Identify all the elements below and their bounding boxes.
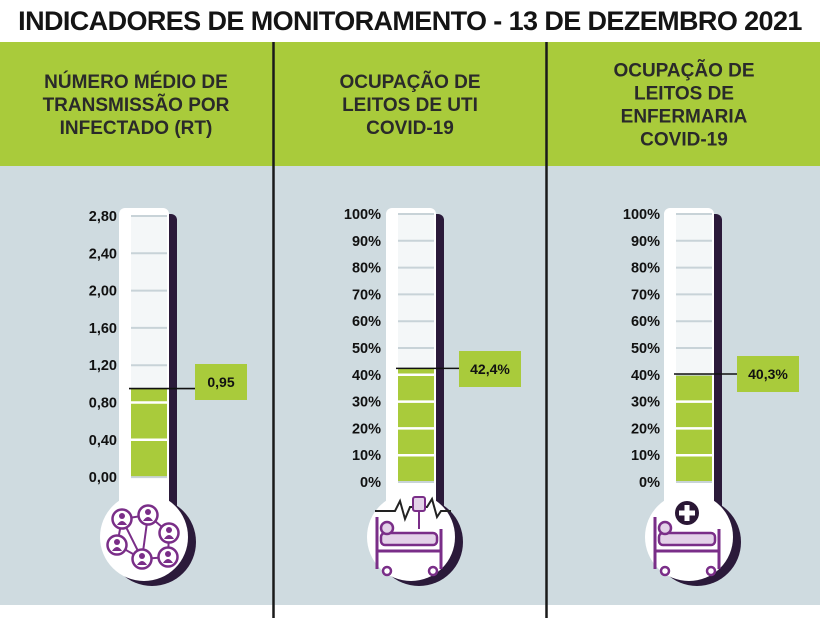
person-head <box>139 553 145 559</box>
tick-label: 0% <box>360 475 381 491</box>
tick-label: 70% <box>352 287 381 303</box>
bed-wheel <box>705 565 717 577</box>
tick-label: 90% <box>631 234 660 250</box>
bed-wheel <box>381 565 393 577</box>
tick-label: 80% <box>352 261 381 277</box>
person-body <box>117 521 127 525</box>
panel-header-line: INFECTADO (RT) <box>60 118 213 139</box>
tick-label: 0,00 <box>89 470 117 486</box>
tick-label: 2,80 <box>89 209 117 225</box>
panel-header-line: TRANSMISSÃO POR <box>43 94 230 116</box>
panel-header-line: OCUPAÇÃO DE <box>613 60 754 82</box>
person-body <box>112 547 122 551</box>
panel-header-line: COVID-19 <box>640 130 728 151</box>
panel-header-line: NÚMERO MÉDIO DE <box>44 71 228 93</box>
tick-label: 1,60 <box>89 321 117 337</box>
tick-label: 10% <box>631 448 660 464</box>
tick-label: 40% <box>631 368 660 384</box>
patient-head <box>379 520 395 536</box>
value-box <box>459 351 521 387</box>
person-head <box>165 551 171 557</box>
person-head <box>166 527 172 533</box>
network-people-icon <box>106 504 180 570</box>
tick-label: 50% <box>631 341 660 357</box>
tick-label: 60% <box>352 314 381 330</box>
tick-label: 80% <box>631 261 660 277</box>
bed-wheel <box>659 565 671 577</box>
value-label: 0,95 <box>207 374 234 390</box>
tick-label: 2,40 <box>89 246 117 262</box>
value-box <box>737 356 799 392</box>
panel-header-line: LEITOS DE <box>634 84 734 105</box>
panel-header-line: ENFERMARIA <box>621 107 748 128</box>
patient-head <box>657 520 673 536</box>
tick-label: 0,80 <box>89 396 117 412</box>
tick-label: 70% <box>631 287 660 303</box>
tick-label: 0% <box>639 475 660 491</box>
tick-label: 60% <box>631 314 660 330</box>
tick-label: 10% <box>352 448 381 464</box>
tick-label: 30% <box>352 395 381 411</box>
tick-label: 2,00 <box>89 284 117 300</box>
person-head <box>114 539 120 545</box>
tick-label: 100% <box>344 207 381 223</box>
panel-header-line: OCUPAÇÃO DE <box>339 71 480 93</box>
person-body <box>164 535 174 539</box>
person-body <box>137 561 147 565</box>
person-head <box>145 509 151 515</box>
panel-header-line: LEITOS DE UTI <box>342 95 478 116</box>
bed-wheel <box>427 565 439 577</box>
tick-label: 20% <box>352 421 381 437</box>
person-body <box>143 517 153 521</box>
value-label: 40,3% <box>748 366 788 382</box>
tick-label: 1,20 <box>89 358 117 374</box>
page-title: INDICADORES DE MONITORAMENTO - 13 DE DEZ… <box>18 5 802 36</box>
person-head <box>119 513 125 519</box>
tick-label: 30% <box>631 395 660 411</box>
tick-label: 0,40 <box>89 433 117 449</box>
tick-label: 90% <box>352 234 381 250</box>
tick-label: 50% <box>352 341 381 357</box>
bed-mattress <box>379 531 439 547</box>
tick-label: 40% <box>352 368 381 384</box>
medical-cross-h <box>679 510 695 516</box>
thermometer-fill <box>398 368 434 482</box>
bed-mattress <box>657 531 717 547</box>
header-band <box>0 42 820 166</box>
value-label: 42,4% <box>470 361 510 377</box>
panel-header-line: COVID-19 <box>366 118 454 139</box>
tick-label: 20% <box>631 421 660 437</box>
icu-bed-icon <box>375 496 451 577</box>
person-body <box>163 559 173 563</box>
iv-bag <box>412 496 426 512</box>
value-box <box>195 364 247 400</box>
tick-label: 100% <box>623 207 660 223</box>
ward-bed-icon <box>653 501 721 577</box>
